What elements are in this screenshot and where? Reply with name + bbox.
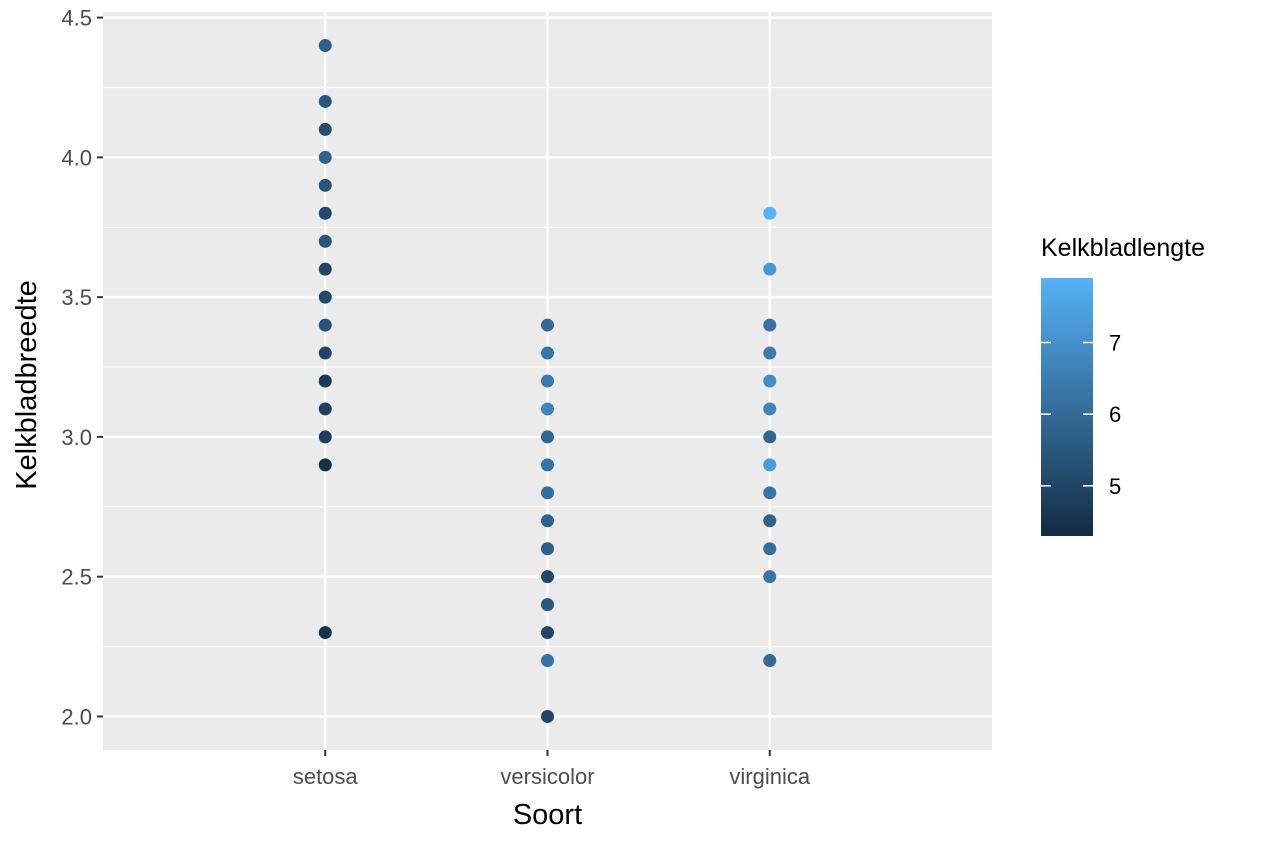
- data-points: [318, 39, 777, 723]
- data-point: [763, 402, 777, 416]
- x-tick-label: setosa: [293, 764, 359, 789]
- x-axis-title: Soort: [513, 799, 582, 831]
- data-point: [763, 654, 777, 668]
- data-point: [763, 486, 777, 500]
- data-point: [318, 234, 332, 248]
- data-point: [318, 178, 332, 192]
- data-point: [763, 514, 777, 528]
- data-point: [541, 458, 554, 472]
- y-tick-label: 2.0: [61, 704, 92, 729]
- y-axis-title: Kelkbladbreedte: [11, 280, 43, 490]
- data-point: [318, 206, 332, 220]
- legend: Kelkbladlengte 5 6 7: [1041, 234, 1205, 536]
- data-point: [541, 542, 554, 556]
- data-point: [541, 486, 554, 500]
- data-point: [541, 402, 554, 416]
- colorbar: [1041, 278, 1093, 536]
- colorbar-ticks: 5 6 7: [1041, 331, 1121, 499]
- y-tick-label: 3.0: [61, 425, 92, 450]
- y-tick-label: 4.0: [61, 145, 92, 170]
- data-point: [763, 262, 777, 276]
- data-point: [318, 122, 332, 136]
- x-tick-label: versicolor: [500, 764, 594, 789]
- y-tick-label: 4.5: [61, 6, 92, 31]
- data-point: [541, 626, 554, 640]
- data-point: [541, 598, 554, 612]
- data-point: [318, 346, 332, 360]
- data-point: [541, 514, 554, 528]
- data-point: [318, 430, 332, 444]
- data-point: [318, 39, 332, 53]
- data-point: [541, 570, 554, 584]
- y-tick-label: 2.5: [61, 565, 92, 590]
- data-point: [318, 94, 332, 108]
- data-point: [763, 206, 777, 220]
- data-point: [318, 458, 332, 472]
- y-tick-label: 3.5: [61, 285, 92, 310]
- data-point: [541, 430, 554, 444]
- data-point: [318, 626, 332, 640]
- data-point: [318, 290, 332, 304]
- data-point: [318, 262, 332, 276]
- colorbar-tick-label: 5: [1109, 474, 1121, 499]
- legend-title: Kelkbladlengte: [1041, 234, 1205, 262]
- data-point: [541, 374, 554, 388]
- data-point: [318, 150, 332, 164]
- data-point: [763, 430, 777, 444]
- data-point: [541, 709, 554, 723]
- data-point: [541, 318, 554, 332]
- data-point: [763, 542, 777, 556]
- colorbar-tick-label: 7: [1109, 331, 1121, 356]
- data-point: [541, 654, 554, 668]
- data-point: [763, 318, 777, 332]
- colorbar-tick-label: 6: [1109, 402, 1121, 427]
- data-point: [318, 318, 332, 332]
- x-tick-label: virginica: [729, 764, 810, 789]
- data-point: [763, 570, 777, 584]
- axes: 2.0 2.5 3.0 3.5 4.0 4.5 setosa versicolor virgin…: [61, 6, 810, 789]
- data-point: [763, 346, 777, 360]
- data-point: [318, 374, 332, 388]
- data-point: [763, 374, 777, 388]
- data-point: [763, 458, 777, 472]
- data-point: [541, 346, 554, 360]
- data-point: [318, 402, 332, 416]
